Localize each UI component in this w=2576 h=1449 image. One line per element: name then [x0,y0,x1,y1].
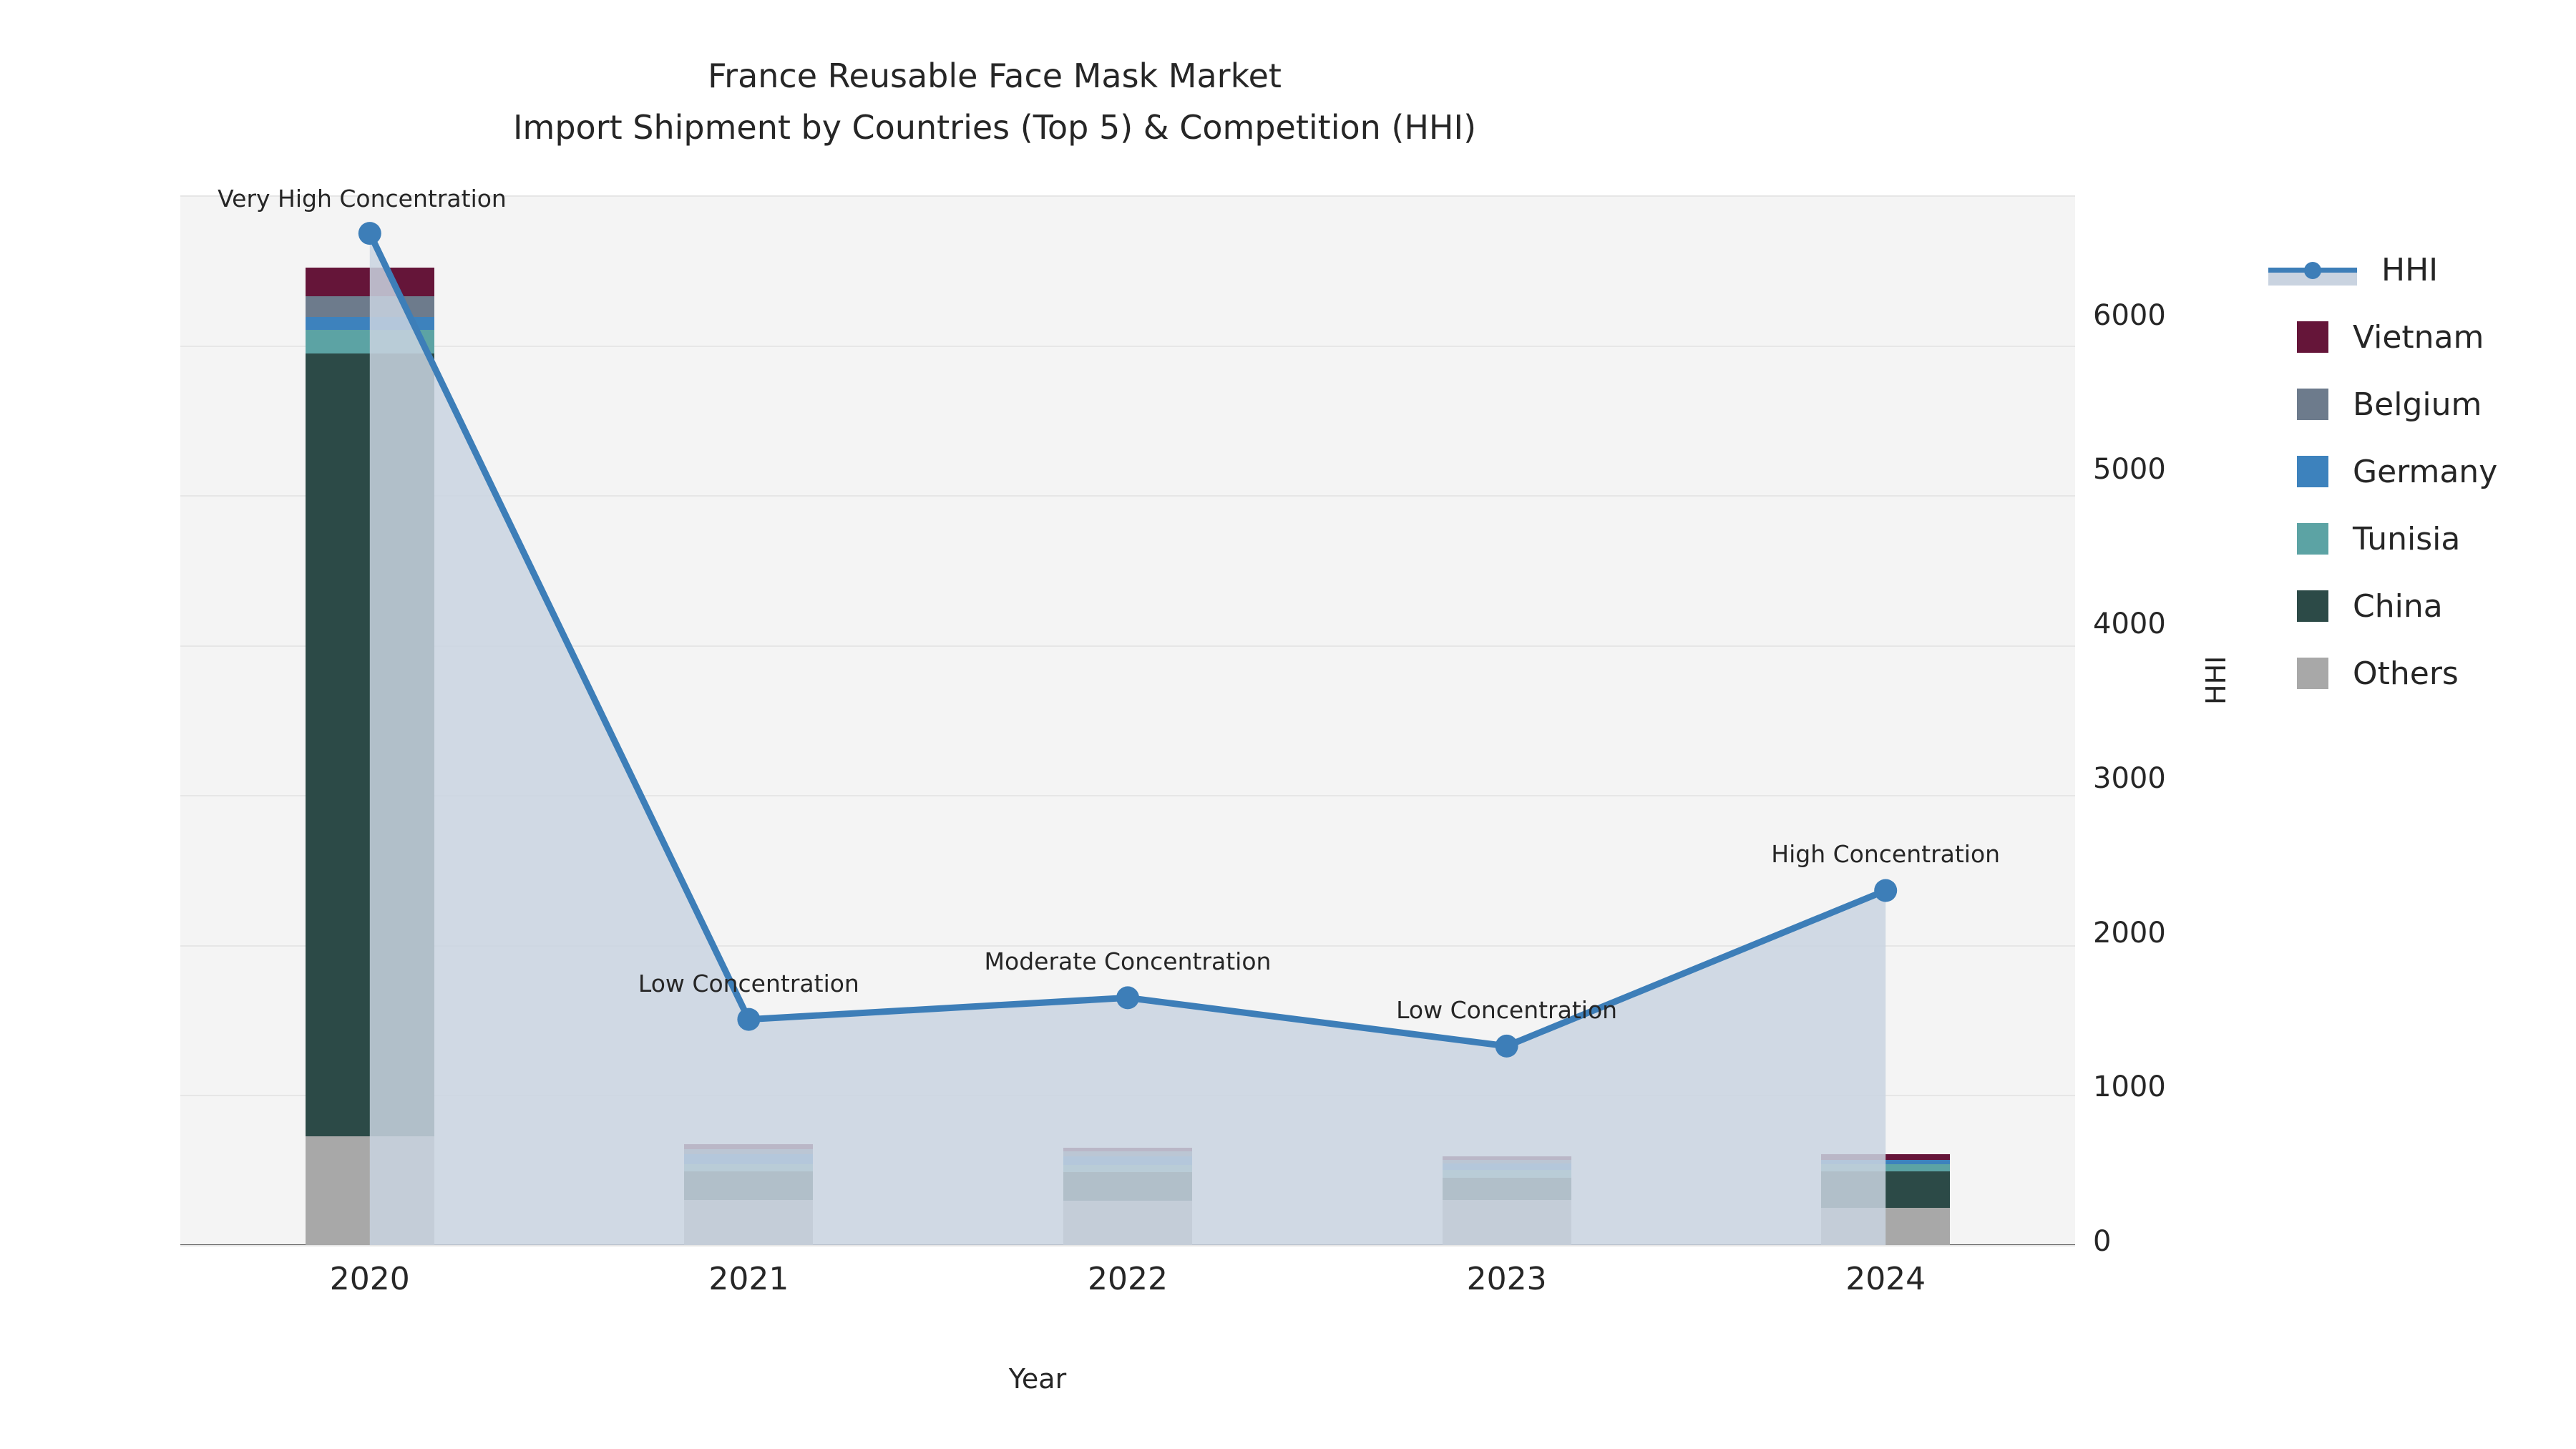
legend-swatch-vietnam [2297,321,2328,353]
hhi-area-fill [369,233,1886,1245]
legend-swatch-china [2297,590,2328,622]
chart-legend: HHI Vietnam Belgium Germany Tunisia China Othe… [2268,236,2576,707]
legend-line-key-icon [2268,254,2357,286]
chart-title-line-1: France Reusable Face Mask Market [708,57,1282,95]
annotation-2020: Very High Concentration [218,185,507,213]
y-right-tick: 1000 [2093,1070,2166,1104]
gridline [180,1245,2075,1246]
legend-swatch-tunisia [2297,523,2328,555]
hhi-line-overlay [358,222,1898,1245]
y-right-tick: 2000 [2093,916,2166,950]
y-right-tick: 6000 [2093,298,2166,332]
x-axis-title: Year [1008,1363,1067,1395]
gridline [180,195,2075,197]
annotation-2024: High Concentration [1771,840,2001,869]
legend-label-others: Others [2353,655,2459,692]
gridline [180,945,2075,947]
legend-label-tunisia: Tunisia [2353,520,2461,557]
annotation-2023: Low Concentration [1396,995,1618,1024]
x-tick-2021: 2021 [708,1261,789,1297]
legend-label-hhi: HHI [2381,251,2439,288]
x-tick-2020: 2020 [329,1261,410,1297]
gridline [180,795,2075,797]
legend-item-tunisia[interactable]: Tunisia [2268,505,2576,572]
y-right-tick: 5000 [2093,453,2166,487]
hhi-marker-2021[interactable] [737,1008,761,1031]
legend-swatch-belgium [2297,389,2328,420]
legend-swatch-germany [2297,456,2328,487]
y-right-tick: 4000 [2093,608,2166,641]
x-tick-2022: 2022 [1088,1261,1168,1297]
y-right-tick: 3000 [2093,761,2166,795]
y-axis-right-title: HHI [2200,655,2232,705]
legend-item-germany[interactable]: Germany [2268,438,2576,505]
bar-segment-vietnam[interactable] [305,268,434,297]
hhi-marker-2020[interactable] [358,222,381,245]
legend-swatch-others [2297,658,2328,689]
legend-item-belgium[interactable]: Belgium [2268,371,2576,438]
chart-title-line-2: Import Shipment by Countries (Top 5) & C… [512,108,1477,147]
chart-title: France Reusable Face Mask Market Import … [0,50,1989,153]
hhi-marker-2023[interactable] [1495,1034,1518,1058]
bar-segment-belgium[interactable] [305,296,434,318]
gridline [180,645,2075,647]
legend-item-vietnam[interactable]: Vietnam [2268,303,2576,371]
legend-label-vietnam: Vietnam [2353,318,2484,356]
gridline [180,345,2075,347]
legend-item-china[interactable]: China [2268,572,2576,640]
legend-marker-dot-icon [2304,262,2321,279]
annotation-2022: Moderate Concentration [984,947,1272,976]
gridline [180,495,2075,497]
x-tick-2023: 2023 [1466,1261,1547,1297]
legend-item-hhi[interactable]: HHI [2268,236,2576,303]
annotation-2021: Low Concentration [638,969,859,997]
hhi-markers [358,222,1898,1058]
legend-label-china: China [2353,587,2443,625]
hhi-marker-2024[interactable] [1874,879,1898,902]
x-tick-2024: 2024 [1845,1261,1926,1297]
hhi-marker-2022[interactable] [1116,986,1139,1010]
y-right-tick: 0 [2093,1225,2112,1258]
legend-label-germany: Germany [2353,453,2498,490]
legend-item-others[interactable]: Others [2268,640,2576,707]
plot-area [180,195,2075,1246]
legend-label-belgium: Belgium [2353,386,2482,423]
